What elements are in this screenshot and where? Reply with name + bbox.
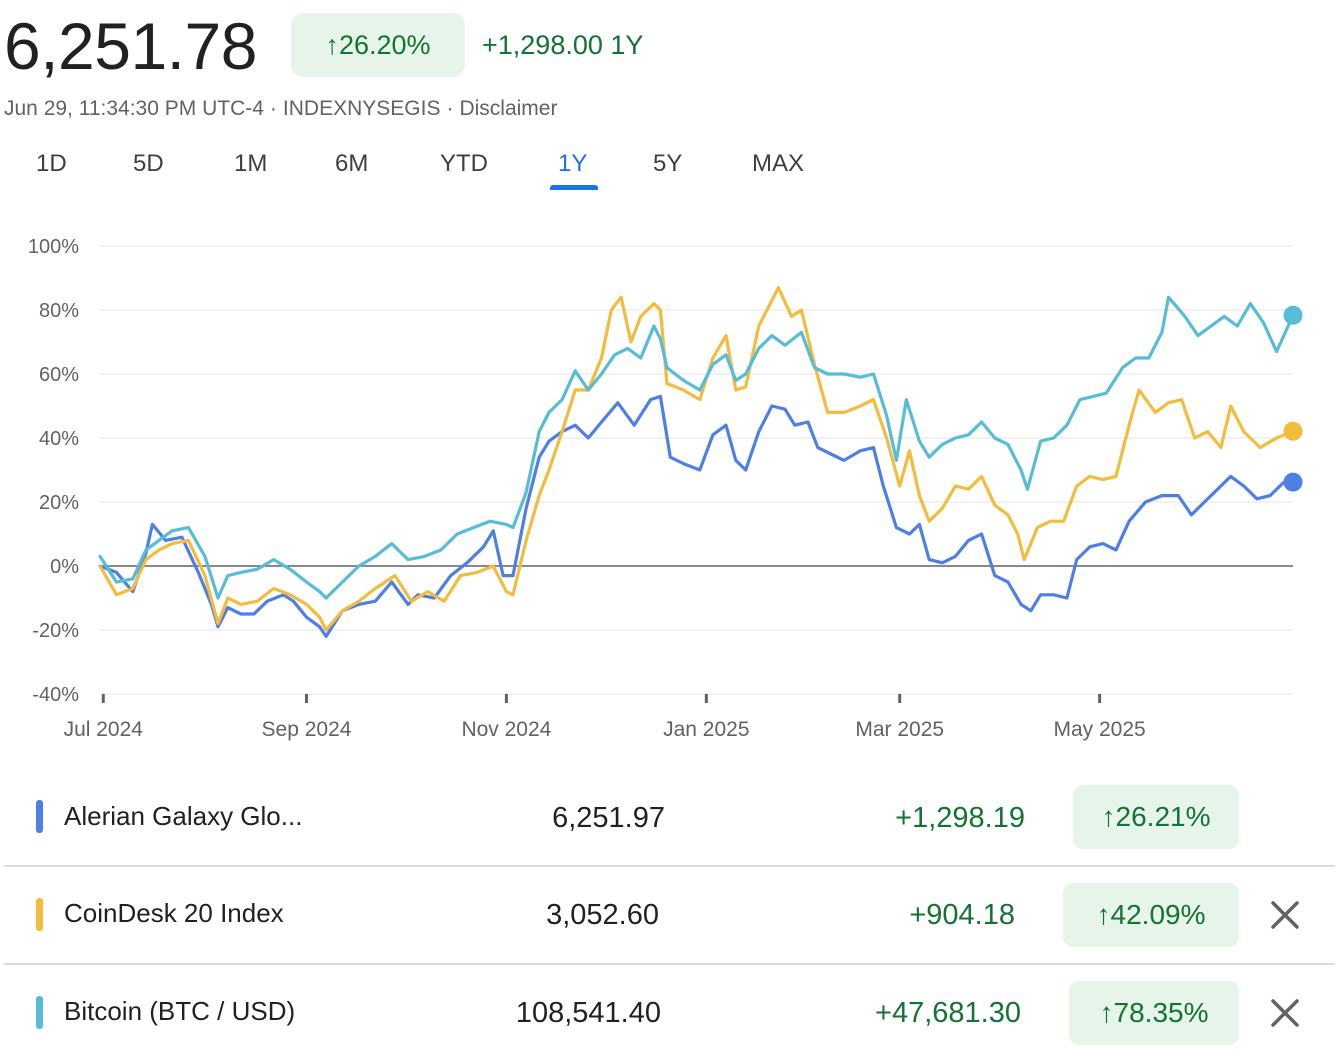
absolute-change: +1,298.00 1Y [482, 30, 644, 60]
series-change: +904.18 [909, 899, 1015, 931]
x-tick-label: Nov 2024 [461, 718, 551, 741]
tab-1y[interactable]: 1Y [558, 150, 588, 177]
tab-5d[interactable]: 5D [133, 150, 164, 177]
series-line-0 [98, 394, 1295, 638]
legend-row-coindesk[interactable]: CoinDesk 20 Index 3,052.60 +904.18 ↑42.0… [4, 866, 1335, 963]
series-end-marker-2 [1283, 305, 1303, 325]
timestamp: Jun 29, 11:34:30 PM UTC-4 [4, 97, 264, 120]
separator-dot: · [269, 97, 277, 120]
series-percent: 78.35% [1113, 997, 1209, 1028]
series-percent-badge: ↑42.09% [1063, 883, 1239, 947]
series-percent-badge: ↑78.35% [1069, 981, 1239, 1045]
series-change: +1,298.19 [895, 802, 1025, 834]
series-change: +47,681.30 [875, 997, 1021, 1029]
y-tick-label: 80% [39, 300, 79, 322]
x-axis-labels: Jul 2024 Sep 2024 Nov 2024 Jan 2025 Mar 2025… [64, 694, 1146, 741]
tab-1m[interactable]: 1M [234, 150, 268, 177]
end-markers [1283, 305, 1303, 492]
tab-ytd[interactable]: YTD [440, 150, 488, 177]
series-name: CoinDesk 20 Index [64, 898, 284, 928]
percent-change-badge: ↑26.20% [291, 13, 465, 77]
time-range-tabs: 1D 5D 1M 6M YTD 1Y 5Y MAX [0, 140, 900, 190]
x-tick-label: Mar 2025 [855, 718, 944, 741]
y-tick-label: -20% [32, 620, 79, 642]
x-tick-label: Jan 2025 [663, 718, 749, 741]
arrow-up-icon: ↑ [1101, 801, 1116, 832]
separator-dot: · [446, 97, 454, 120]
tab-6m[interactable]: 6M [335, 150, 369, 177]
series-percent-badge: ↑26.21% [1073, 785, 1239, 849]
series-percent: 26.21% [1115, 801, 1211, 832]
legend-row-alerian[interactable]: Alerian Galaxy Glo... 6,251.97 +1,298.19… [4, 768, 1335, 865]
y-axis-labels: 100% 80% 60% 40% 20% 0% -20% -40% [28, 236, 79, 706]
series-color-swatch [36, 800, 43, 833]
gridlines [100, 245, 1293, 695]
y-tick-label: 0% [50, 556, 79, 578]
legend-row-bitcoin[interactable]: Bitcoin (BTC / USD) 108,541.40 +47,681.3… [4, 964, 1335, 1061]
percent-change-value: 26.20% [338, 30, 431, 60]
series-line-1 [98, 286, 1295, 632]
series-value: 6,251.97 [552, 802, 665, 834]
series-color-swatch [36, 898, 43, 931]
exchange-label: INDEXNYSEGIS [282, 97, 441, 120]
series-line-2 [98, 295, 1295, 600]
x-tick-label: Sep 2024 [262, 718, 352, 741]
quote-meta: Jun 29, 11:34:30 PM UTC-4 · INDEXNYSEGIS · D… [4, 92, 557, 126]
arrow-up-icon: ↑ [325, 30, 339, 60]
disclaimer-link[interactable]: Disclaimer [459, 97, 558, 120]
series-lines [98, 286, 1295, 638]
series-name: Alerian Galaxy Glo... [64, 801, 303, 831]
comparison-line-chart[interactable]: 100% 80% 60% 40% 20% 0% -20% -40% Jul 2024 Sep 2… [0, 200, 1343, 760]
y-tick-label: 60% [39, 364, 79, 386]
series-end-marker-0 [1283, 472, 1303, 492]
y-tick-label: 20% [39, 492, 79, 514]
y-tick-label: 40% [39, 428, 79, 450]
arrow-up-icon: ↑ [1096, 899, 1111, 930]
series-color-swatch [36, 996, 43, 1029]
x-tick-label: May 2025 [1054, 718, 1146, 741]
x-tick-label: Jul 2024 [64, 718, 144, 741]
row-divider [4, 865, 1335, 867]
series-value: 3,052.60 [546, 899, 659, 931]
arrow-up-icon: ↑ [1099, 997, 1114, 1028]
series-value: 108,541.40 [515, 997, 661, 1029]
row-divider [4, 963, 1335, 965]
y-tick-label: -40% [32, 684, 79, 706]
current-price: 6,251.78 [4, 9, 257, 83]
series-name: Bitcoin (BTC / USD) [64, 996, 296, 1026]
active-tab-indicator [550, 185, 598, 190]
tab-5y[interactable]: 5Y [653, 150, 683, 177]
series-percent: 42.09% [1110, 899, 1206, 930]
remove-series-close-icon[interactable] [1267, 897, 1303, 933]
y-tick-label: 100% [28, 236, 79, 258]
remove-series-close-icon[interactable] [1267, 995, 1303, 1031]
tab-1d[interactable]: 1D [36, 150, 67, 177]
series-end-marker-1 [1283, 421, 1303, 441]
tab-max[interactable]: MAX [752, 150, 805, 177]
